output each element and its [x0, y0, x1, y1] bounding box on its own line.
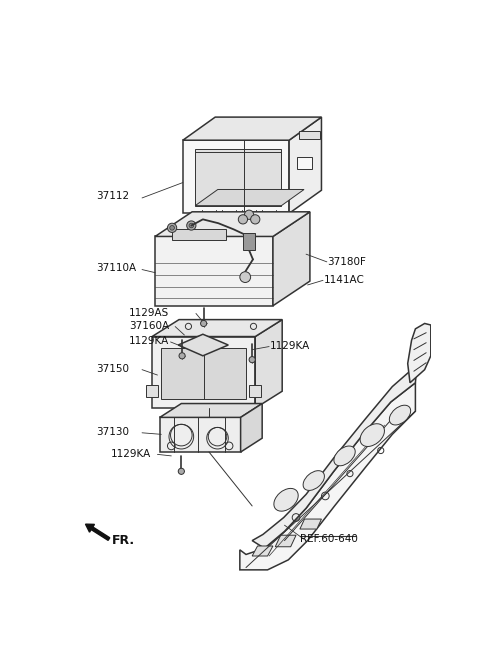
Polygon shape: [249, 385, 262, 397]
Text: 1129KA: 1129KA: [270, 341, 310, 351]
Ellipse shape: [389, 405, 411, 425]
Polygon shape: [275, 535, 296, 547]
Polygon shape: [155, 236, 273, 306]
Circle shape: [170, 225, 174, 230]
Circle shape: [168, 223, 177, 233]
Polygon shape: [240, 383, 415, 570]
Polygon shape: [273, 212, 310, 306]
Ellipse shape: [334, 446, 355, 466]
Polygon shape: [160, 417, 240, 452]
Text: FR.: FR.: [112, 534, 135, 547]
Text: 1129AS: 1129AS: [129, 308, 169, 318]
Polygon shape: [408, 324, 431, 383]
Polygon shape: [297, 157, 312, 170]
Circle shape: [238, 215, 248, 224]
Ellipse shape: [274, 489, 298, 511]
Polygon shape: [252, 365, 417, 548]
Circle shape: [251, 215, 260, 224]
Polygon shape: [300, 519, 322, 529]
Ellipse shape: [303, 471, 324, 491]
Polygon shape: [195, 149, 281, 206]
Polygon shape: [183, 117, 322, 140]
Polygon shape: [152, 320, 282, 337]
Polygon shape: [240, 403, 262, 452]
Polygon shape: [252, 546, 273, 556]
Ellipse shape: [360, 424, 384, 447]
Text: 1129KA: 1129KA: [129, 336, 169, 346]
Polygon shape: [289, 117, 322, 214]
Circle shape: [240, 272, 251, 282]
Text: 1129KA: 1129KA: [111, 449, 152, 458]
Polygon shape: [255, 320, 282, 408]
Polygon shape: [172, 229, 226, 240]
Text: 37130: 37130: [96, 427, 129, 437]
Polygon shape: [178, 334, 228, 356]
Text: 37150: 37150: [96, 364, 129, 374]
Text: 37180F: 37180F: [328, 257, 367, 267]
FancyArrow shape: [85, 524, 110, 540]
Circle shape: [179, 353, 185, 359]
Circle shape: [201, 320, 207, 327]
Text: 1141AC: 1141AC: [324, 275, 365, 286]
Circle shape: [178, 468, 184, 474]
Polygon shape: [243, 233, 255, 250]
Text: 37110A: 37110A: [96, 263, 136, 273]
Circle shape: [189, 223, 193, 228]
Polygon shape: [299, 131, 320, 139]
Polygon shape: [161, 348, 246, 399]
Circle shape: [249, 356, 255, 363]
Text: 37160A: 37160A: [129, 321, 169, 331]
Polygon shape: [155, 212, 310, 236]
Circle shape: [244, 210, 254, 219]
Polygon shape: [152, 337, 255, 408]
Polygon shape: [195, 189, 304, 206]
Text: REF.60-640: REF.60-640: [300, 534, 358, 544]
Polygon shape: [183, 140, 289, 214]
Polygon shape: [146, 385, 158, 397]
Polygon shape: [160, 403, 262, 417]
Circle shape: [187, 221, 196, 230]
Text: 37112: 37112: [96, 191, 129, 200]
